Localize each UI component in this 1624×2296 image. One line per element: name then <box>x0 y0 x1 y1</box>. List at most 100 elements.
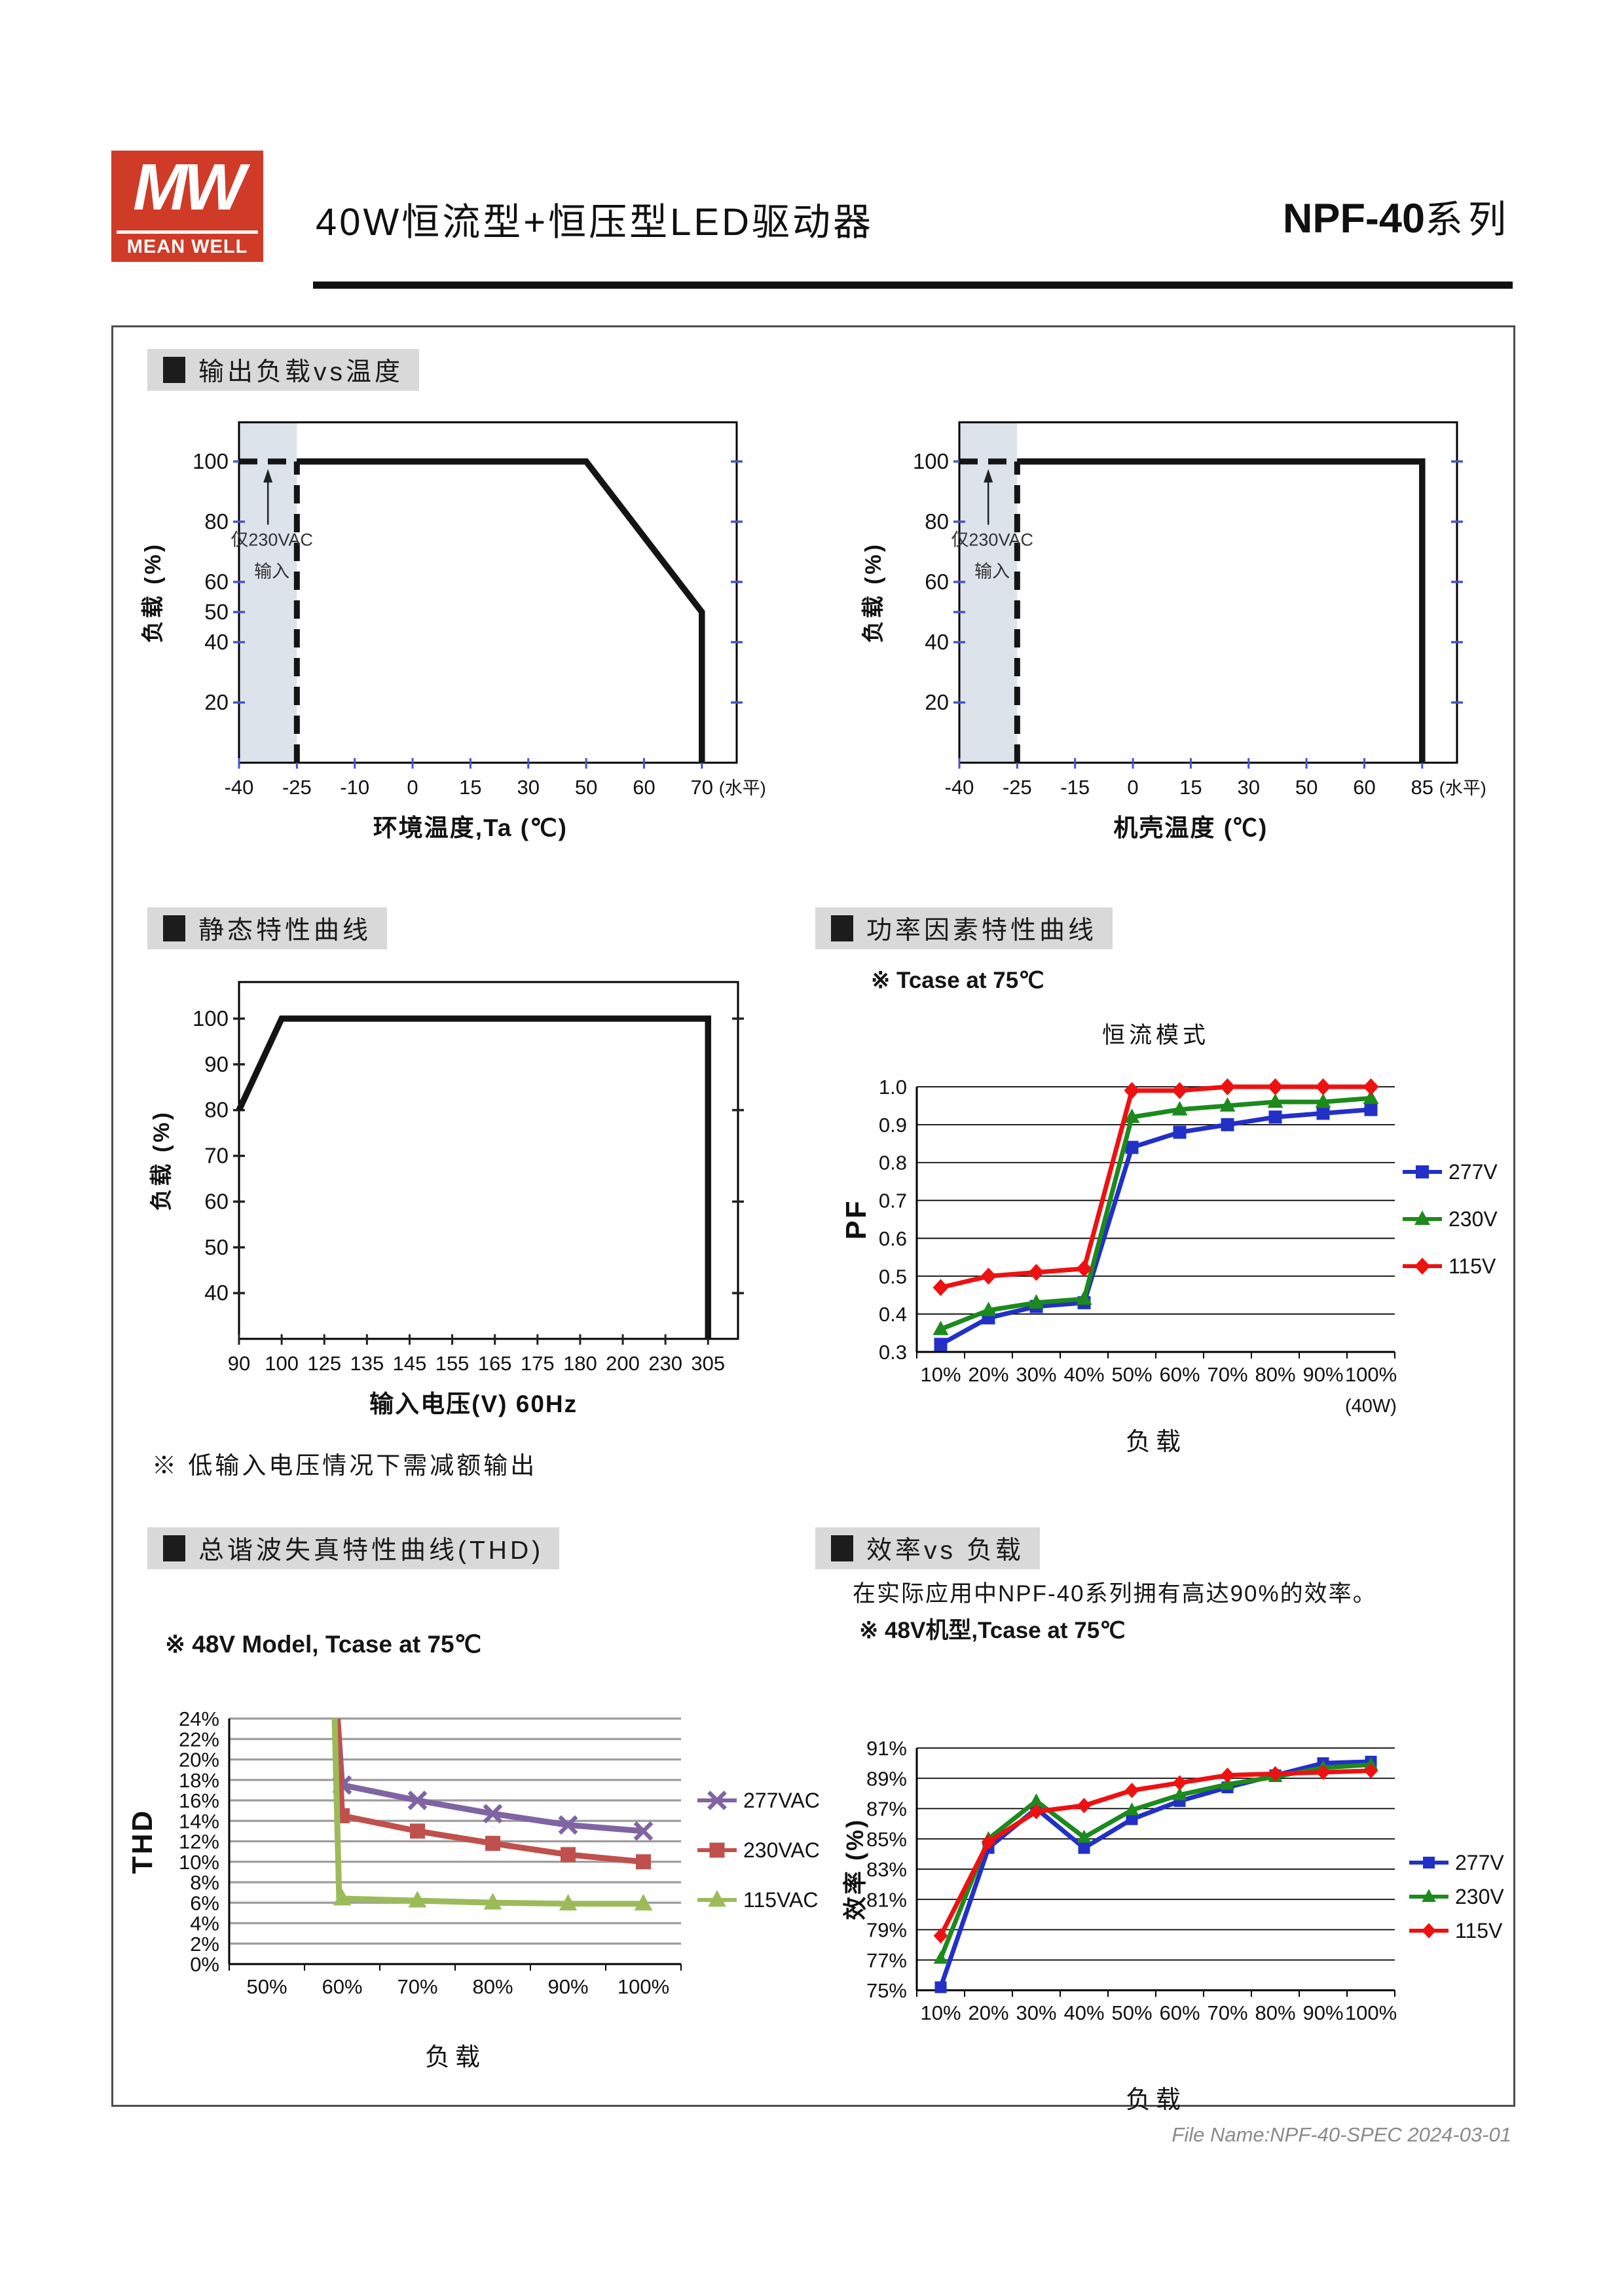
section-title: 效率vs 负载 <box>866 1537 1024 1565</box>
svg-text:仅230VAC: 仅230VAC <box>951 530 1033 550</box>
svg-text:87%: 87% <box>866 1798 907 1821</box>
svg-text:125: 125 <box>307 1352 341 1375</box>
section-header-output-load-vs-temp: 输出负载vs温度 <box>147 349 420 391</box>
svg-text:40: 40 <box>204 1281 229 1305</box>
series-name: NPF-40 <box>1282 196 1425 242</box>
svg-text:0.5: 0.5 <box>879 1265 907 1288</box>
svg-text:80: 80 <box>204 509 229 534</box>
svg-text:20: 20 <box>925 690 949 714</box>
svg-text:175: 175 <box>521 1352 555 1375</box>
svg-text:81%: 81% <box>866 1888 907 1911</box>
efficiency-description: 在实际应用中NPF-40系列拥有高达90%的效率。 <box>853 1581 1377 1607</box>
svg-text:90%: 90% <box>1302 1363 1343 1386</box>
svg-text:PF: PF <box>840 1199 872 1239</box>
section-title: 输出负载vs温度 <box>198 358 404 386</box>
svg-text:60: 60 <box>633 776 655 799</box>
svg-text:环境温度,Ta (℃): 环境温度,Ta (℃) <box>373 814 568 841</box>
svg-text:305: 305 <box>691 1352 725 1375</box>
svg-text:机壳温度 (℃): 机壳温度 (℃) <box>1113 814 1268 841</box>
svg-text:6%: 6% <box>190 1891 219 1914</box>
svg-text:2%: 2% <box>190 1933 219 1956</box>
svg-text:负载: 负载 <box>1126 2086 1186 2114</box>
thd-note: ※ 48V Model, Tcase at 75℃ <box>165 1631 482 1658</box>
svg-text:89%: 89% <box>866 1767 907 1790</box>
svg-text:60%: 60% <box>322 1975 362 1998</box>
svg-text:50%: 50% <box>246 1975 287 1998</box>
svg-text:77%: 77% <box>866 1949 907 1972</box>
svg-text:50: 50 <box>575 776 597 799</box>
svg-text:85%: 85% <box>866 1828 907 1851</box>
svg-text:12%: 12% <box>179 1831 219 1853</box>
efficiency-chart: 10% 20% 30% 40% 50% 60% 70% 80% 90% 100% 75% 77% 79%… <box>841 1737 1504 2114</box>
svg-text:90%: 90% <box>1302 2001 1343 2024</box>
svg-text:115V: 115V <box>1449 1254 1496 1278</box>
pf-note: ※ Tcase at 75℃ <box>871 968 1044 993</box>
svg-text:277V: 277V <box>1449 1160 1498 1184</box>
svg-text:115V: 115V <box>1455 1919 1503 1942</box>
svg-text:90%: 90% <box>547 1975 588 1998</box>
svg-text:91%: 91% <box>866 1737 907 1760</box>
svg-text:0%: 0% <box>190 1953 219 1976</box>
svg-text:80: 80 <box>204 1098 229 1122</box>
svg-text:230VAC: 230VAC <box>743 1838 820 1862</box>
svg-text:100%: 100% <box>618 1975 669 1998</box>
svg-text:80%: 80% <box>472 1975 513 1998</box>
svg-text:85: 85 <box>1411 776 1433 799</box>
svg-text:(水平): (水平) <box>719 778 766 798</box>
svg-text:输入: 输入 <box>974 562 1010 581</box>
svg-text:22%: 22% <box>179 1728 219 1751</box>
section-bullet-icon <box>163 357 185 383</box>
svg-text:仅230VAC: 仅230VAC <box>231 530 313 550</box>
logo-brand-text: MEAN WELL <box>117 230 258 258</box>
svg-text:60: 60 <box>925 570 949 594</box>
section-bullet-icon <box>831 1535 853 1561</box>
svg-text:100%: 100% <box>1345 2001 1397 2024</box>
meanwell-logo: MW MEAN WELL <box>111 151 263 262</box>
section-bullet-icon <box>163 915 185 941</box>
svg-text:20%: 20% <box>968 2001 1008 2024</box>
svg-text:效率 (%): 效率 (%) <box>841 1818 868 1920</box>
svg-text:50: 50 <box>204 600 229 624</box>
svg-text:14%: 14% <box>179 1810 219 1832</box>
svg-text:230V: 230V <box>1449 1207 1498 1231</box>
content-frame <box>111 325 1515 2107</box>
series-suffix: 系列 <box>1424 198 1511 241</box>
svg-text:180: 180 <box>563 1352 597 1375</box>
section-header-thd: 总谐波失真特性曲线(THD) <box>147 1527 560 1569</box>
svg-text:40%: 40% <box>1063 2001 1104 2024</box>
svg-text:(40W): (40W) <box>1345 1396 1397 1417</box>
svg-text:0.7: 0.7 <box>879 1190 907 1212</box>
svg-text:0.4: 0.4 <box>879 1303 907 1326</box>
section-header-static-characteristic: 静态特性曲线 <box>147 907 388 949</box>
svg-text:70: 70 <box>204 1144 229 1168</box>
svg-text:80%: 80% <box>1255 2001 1295 2024</box>
section-bullet-icon <box>163 1535 185 1561</box>
svg-text:50%: 50% <box>1111 1363 1152 1386</box>
svg-text:70%: 70% <box>1207 1363 1247 1386</box>
svg-text:40: 40 <box>925 630 949 654</box>
section-title: 功率因素特性曲线 <box>866 917 1098 945</box>
svg-text:负载 (%): 负载 (%) <box>149 1110 174 1211</box>
svg-text:60%: 60% <box>1159 2001 1200 2024</box>
file-name-footer: File Name:NPF-40-SPEC 2024-03-01 <box>1172 2123 1511 2146</box>
svg-text:8%: 8% <box>190 1871 219 1894</box>
svg-text:79%: 79% <box>866 1919 907 1942</box>
svg-text:15: 15 <box>1179 776 1202 799</box>
svg-text:15: 15 <box>459 776 481 799</box>
svg-text:输入电压(V) 60Hz: 输入电压(V) 60Hz <box>369 1391 578 1417</box>
svg-text:145: 145 <box>393 1352 427 1375</box>
svg-text:100: 100 <box>193 449 229 473</box>
ambient-temp-derating-chart: 20 40 50 60 80 100 -40 -25 -10 0 15 30 50 60 70 (水平) 仅23… <box>141 421 766 841</box>
svg-text:-40: -40 <box>225 776 254 799</box>
svg-text:0.8: 0.8 <box>879 1152 907 1175</box>
svg-text:18%: 18% <box>179 1769 219 1792</box>
svg-text:-15: -15 <box>1060 776 1090 799</box>
svg-text:50%: 50% <box>1111 2001 1152 2024</box>
svg-text:90: 90 <box>204 1052 229 1076</box>
svg-text:负载: 负载 <box>1126 1429 1186 1456</box>
svg-text:20%: 20% <box>179 1749 219 1772</box>
section-header-power-factor: 功率因素特性曲线 <box>815 907 1113 949</box>
svg-text:10%: 10% <box>179 1851 219 1874</box>
input-voltage-derating-chart: 40 50 60 70 80 90 100 90 100 125 135 145 155 165 175 18… <box>149 981 744 1417</box>
svg-text:-10: -10 <box>340 776 369 799</box>
